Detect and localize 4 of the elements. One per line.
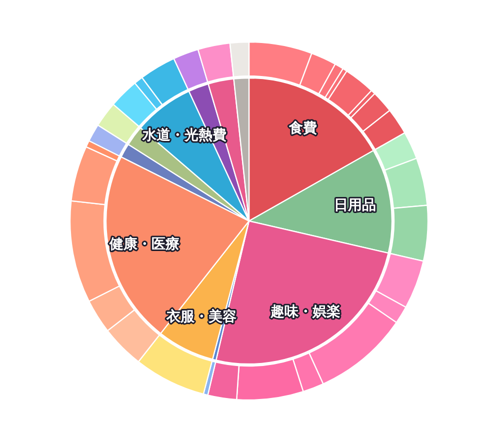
slice-label: 食費 bbox=[288, 120, 317, 137]
slice-label: 日用品 bbox=[334, 198, 376, 214]
slice-label: 健康・医療 bbox=[108, 235, 180, 252]
slice-label: 趣味・娯楽 bbox=[269, 304, 340, 320]
